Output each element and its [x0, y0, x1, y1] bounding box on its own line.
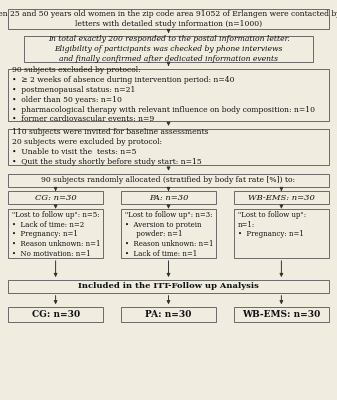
- Bar: [234, 307, 329, 322]
- Text: WB-EMS: n=30: WB-EMS: n=30: [242, 310, 320, 319]
- Text: "Lost to follow up": n=3:
•  Aversion to protein
     powder: n=1
•  Reason unkn: "Lost to follow up": n=3: • Aversion to …: [125, 211, 213, 258]
- Text: In total exactly 200 responded to the postal information letter.
Eligibility of : In total exactly 200 responded to the po…: [48, 35, 289, 63]
- Bar: [8, 307, 103, 322]
- Text: CG: n=30: CG: n=30: [32, 310, 80, 319]
- Bar: [121, 307, 216, 322]
- Text: 90 subjects excluded by protocol:
•  ≥ 2 weeks of absence during intervention pe: 90 subjects excluded by protocol: • ≥ 2 …: [12, 66, 315, 123]
- Bar: [8, 9, 329, 29]
- Bar: [8, 129, 329, 165]
- Text: PA: n=30: PA: n=30: [145, 310, 192, 319]
- Bar: [121, 191, 216, 204]
- Text: Included in the ITT-Follow up Analysis: Included in the ITT-Follow up Analysis: [78, 282, 259, 290]
- Bar: [8, 280, 329, 293]
- Bar: [8, 209, 103, 258]
- Text: 90 subjects randomly allocated (stratified by body fat rate [%]) to:: 90 subjects randomly allocated (stratifi…: [41, 176, 296, 184]
- Bar: [234, 209, 329, 258]
- Text: 110 subjects were invited for baseline assessments
20 subjects were excluded by : 110 subjects were invited for baseline a…: [12, 128, 208, 166]
- Text: "Lost to follow up": n=5:
•  Lack of time: n=2
•  Pregnancy: n=1
•  Reason unkno: "Lost to follow up": n=5: • Lack of time…: [12, 211, 100, 258]
- Text: Between 25 and 50 years old women in the zip code area 91052 of Erlangen were co: Between 25 and 50 years old women in the…: [0, 10, 337, 28]
- Text: WB-EMS: n=30: WB-EMS: n=30: [248, 194, 315, 202]
- Bar: [8, 69, 329, 121]
- Bar: [234, 191, 329, 204]
- Text: "Lost to follow up":
n=1:
•  Pregnancy: n=1: "Lost to follow up": n=1: • Pregnancy: n…: [238, 211, 306, 238]
- Text: PA: n=30: PA: n=30: [149, 194, 188, 202]
- Bar: [121, 209, 216, 258]
- Bar: [8, 191, 103, 204]
- Bar: [8, 174, 329, 187]
- Bar: [24, 36, 313, 62]
- Text: CG: n=30: CG: n=30: [35, 194, 76, 202]
